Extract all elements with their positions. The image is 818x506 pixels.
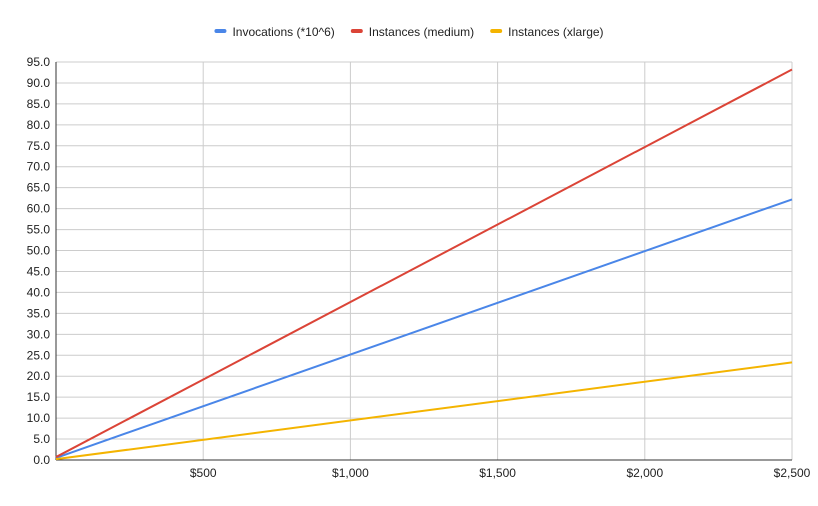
y-tick-label: 55.0 xyxy=(27,223,51,237)
x-tick-label: $1,500 xyxy=(479,466,516,480)
series-line-2 xyxy=(55,68,793,458)
y-tick-label: 90.0 xyxy=(27,76,51,90)
series-lines xyxy=(55,68,793,461)
y-tick-label: 45.0 xyxy=(27,264,51,278)
y-tick-label: 5.0 xyxy=(33,432,50,446)
legend: Invocations (*10^6) Instances (medium) Ins… xyxy=(214,25,604,39)
legend-label: Instances (medium) xyxy=(369,25,474,39)
gridlines xyxy=(56,61,793,460)
axes xyxy=(55,62,792,461)
y-tick-label: 10.0 xyxy=(27,411,51,425)
legend-label: Instances (xlarge) xyxy=(508,25,603,39)
y-tick-label: 65.0 xyxy=(27,181,51,195)
y-tick-label: 0.0 xyxy=(33,453,50,467)
x-axis-tick-labels: $500 $1,000 $1,500 $2,000 $2,500 xyxy=(190,466,811,480)
legend-swatch xyxy=(490,29,503,33)
y-tick-label: 70.0 xyxy=(27,160,51,174)
y-tick-label: 35.0 xyxy=(27,306,51,320)
y-tick-label: 20.0 xyxy=(27,369,51,383)
x-tick-label: $500 xyxy=(190,466,217,480)
legend-swatch xyxy=(214,29,227,33)
x-tick-label: $2,000 xyxy=(626,466,663,480)
y-tick-label: 80.0 xyxy=(27,118,51,132)
y-tick-label: 85.0 xyxy=(27,97,51,111)
legend-swatch xyxy=(350,29,363,33)
y-tick-label: 40.0 xyxy=(27,285,51,299)
series-line-1 xyxy=(55,198,793,459)
y-tick-label: 15.0 xyxy=(27,390,51,404)
x-tick-label: $2,500 xyxy=(774,466,811,480)
y-tick-label: 50.0 xyxy=(27,244,51,258)
legend-label: Invocations (*10^6) xyxy=(232,25,334,39)
y-tick-label: 60.0 xyxy=(27,202,51,216)
y-tick-label: 30.0 xyxy=(27,327,51,341)
y-tick-label: 95.0 xyxy=(27,55,51,69)
x-tick-label: $1,000 xyxy=(332,466,369,480)
y-tick-label: 25.0 xyxy=(27,348,51,362)
y-axis-tick-labels: 0.0 5.0 10.0 15.0 20.0 25.0 30.0 35.0 40.0 45.0 50… xyxy=(27,55,51,467)
y-tick-label: 75.0 xyxy=(27,139,51,153)
series-line-3 xyxy=(55,361,793,461)
